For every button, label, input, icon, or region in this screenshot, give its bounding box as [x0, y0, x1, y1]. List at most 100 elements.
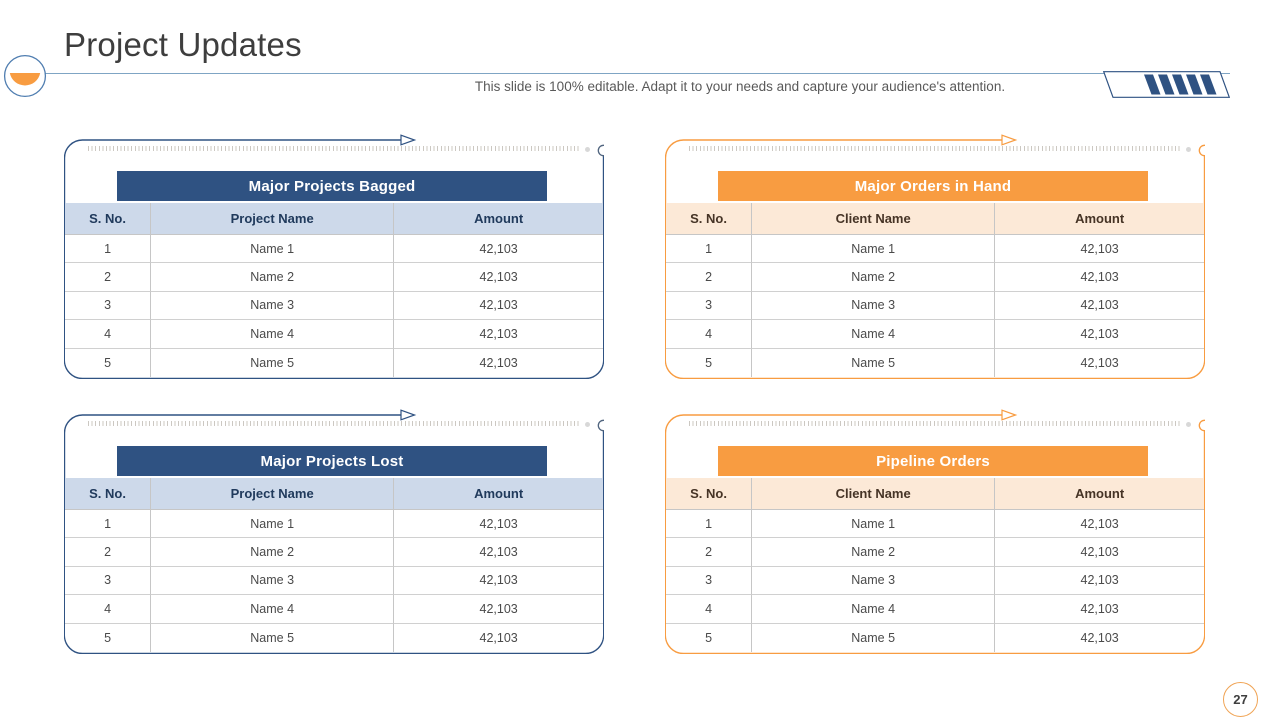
table-cell: Name 1: [752, 510, 996, 539]
header-divider: [45, 73, 1230, 74]
table-cell: Name 5: [151, 623, 395, 652]
table-cell: 42,103: [394, 566, 603, 596]
tick-line: [88, 146, 580, 151]
table-cell: 42,103: [995, 263, 1204, 292]
table-cell: Name 5: [151, 348, 395, 377]
table-cell: 42,103: [394, 510, 603, 539]
table-title: Major Orders in Hand: [718, 171, 1148, 201]
table-cell: Name 3: [151, 291, 395, 321]
column-header: S. No.: [666, 203, 753, 235]
card-major-projects-bagged: Major Projects Bagged S. No. Project Name…: [64, 133, 604, 379]
table-cell: Name 3: [151, 566, 395, 596]
right-arrow-icon: [400, 409, 417, 421]
card-frame: [665, 409, 1205, 654]
card-pipeline-orders: Pipeline Orders S. No. Client Name Amount 1…: [665, 408, 1205, 654]
circle-node-icon: [1198, 144, 1205, 157]
table-cell: 5: [666, 623, 753, 652]
table-cell: Name 4: [151, 595, 395, 624]
right-arrow-icon: [1001, 409, 1018, 421]
table-cell: 2: [65, 538, 152, 567]
table-cell: 42,103: [394, 595, 603, 624]
column-header: S. No.: [666, 478, 753, 510]
table-cell: 3: [65, 566, 152, 596]
table-cell: 42,103: [995, 595, 1204, 624]
tick-dot: [1186, 147, 1191, 152]
table-cell: 42,103: [394, 235, 603, 264]
column-header: Amount: [995, 478, 1204, 510]
data-table: S. No. Project Name Amount 1 Name 1 42,103 2 Na…: [65, 203, 603, 377]
table-cell: 42,103: [995, 623, 1204, 652]
column-header: Amount: [394, 203, 603, 235]
table-cell: 42,103: [394, 348, 603, 377]
table-cell: 4: [65, 595, 152, 624]
page-title: Project Updates: [64, 26, 302, 63]
data-table: S. No. Project Name Amount 1 Name 1 42,103 2 Na…: [65, 478, 603, 652]
card-major-orders-in-hand: Major Orders in Hand S. No. Client Name Am…: [665, 133, 1205, 379]
column-header: Amount: [995, 203, 1204, 235]
table-cell: 1: [65, 235, 152, 264]
data-table: S. No. Client Name Amount 1 Name 1 42,103 2 Nam…: [666, 478, 1204, 652]
table-cell: 3: [666, 566, 753, 596]
table-cell: 2: [666, 263, 753, 292]
table-cell: 1: [65, 510, 152, 539]
column-header: Project Name: [151, 203, 395, 235]
column-header: S. No.: [65, 478, 152, 510]
table-cell: 4: [666, 320, 753, 349]
table-cell: 4: [65, 320, 152, 349]
tick-dot: [585, 422, 590, 427]
half-filled-circle-icon: [3, 54, 47, 98]
circle-node-icon: [1198, 419, 1205, 432]
table-title: Pipeline Orders: [718, 446, 1148, 476]
table-cell: 2: [65, 263, 152, 292]
table-cell: Name 3: [752, 566, 996, 596]
tick-dot: [585, 147, 590, 152]
table-cell: 4: [666, 595, 753, 624]
table-cell: Name 5: [752, 623, 996, 652]
table-title: Major Projects Lost: [117, 446, 547, 476]
table-cell: 42,103: [394, 291, 603, 321]
table-cell: 42,103: [995, 348, 1204, 377]
table-cell: 3: [666, 291, 753, 321]
circle-node-icon: [597, 144, 604, 157]
table-cell: Name 1: [151, 510, 395, 539]
table-cell: Name 5: [752, 348, 996, 377]
table-cell: 42,103: [394, 320, 603, 349]
table-cell: 42,103: [394, 538, 603, 567]
table-cell: Name 1: [752, 235, 996, 264]
striped-parallelogram-icon: [1103, 71, 1230, 98]
data-table: S. No. Client Name Amount 1 Name 1 42,103 2 Nam…: [666, 203, 1204, 377]
tick-line: [689, 421, 1181, 426]
table-cell: 5: [65, 348, 152, 377]
table-cell: 5: [666, 348, 753, 377]
page-number-badge: 27: [1223, 682, 1258, 717]
table-cell: 5: [65, 623, 152, 652]
card-frame: [64, 134, 604, 379]
card-frame: [64, 409, 604, 654]
tick-line: [689, 146, 1181, 151]
table-cell: Name 4: [752, 595, 996, 624]
tick-dot: [1186, 422, 1191, 427]
table-cell: 1: [666, 510, 753, 539]
table-cell: 1: [666, 235, 753, 264]
card-frame: [665, 134, 1205, 379]
table-cell: Name 2: [752, 263, 996, 292]
table-cell: Name 2: [151, 538, 395, 567]
table-cell: 42,103: [995, 291, 1204, 321]
table-cell: Name 4: [752, 320, 996, 349]
right-arrow-icon: [1001, 134, 1018, 146]
table-cell: 42,103: [394, 263, 603, 292]
table-cell: 2: [666, 538, 753, 567]
column-header: Client Name: [752, 478, 996, 510]
table-cell: 3: [65, 291, 152, 321]
table-cell: 42,103: [394, 623, 603, 652]
table-cell: 42,103: [995, 235, 1204, 264]
table-cell: 42,103: [995, 320, 1204, 349]
table-cell: Name 3: [752, 291, 996, 321]
table-cell: 42,103: [995, 538, 1204, 567]
column-header: S. No.: [65, 203, 152, 235]
right-arrow-icon: [400, 134, 417, 146]
table-cell: Name 2: [752, 538, 996, 567]
table-cell: 42,103: [995, 510, 1204, 539]
card-major-projects-lost: Major Projects Lost S. No. Project Name Am…: [64, 408, 604, 654]
